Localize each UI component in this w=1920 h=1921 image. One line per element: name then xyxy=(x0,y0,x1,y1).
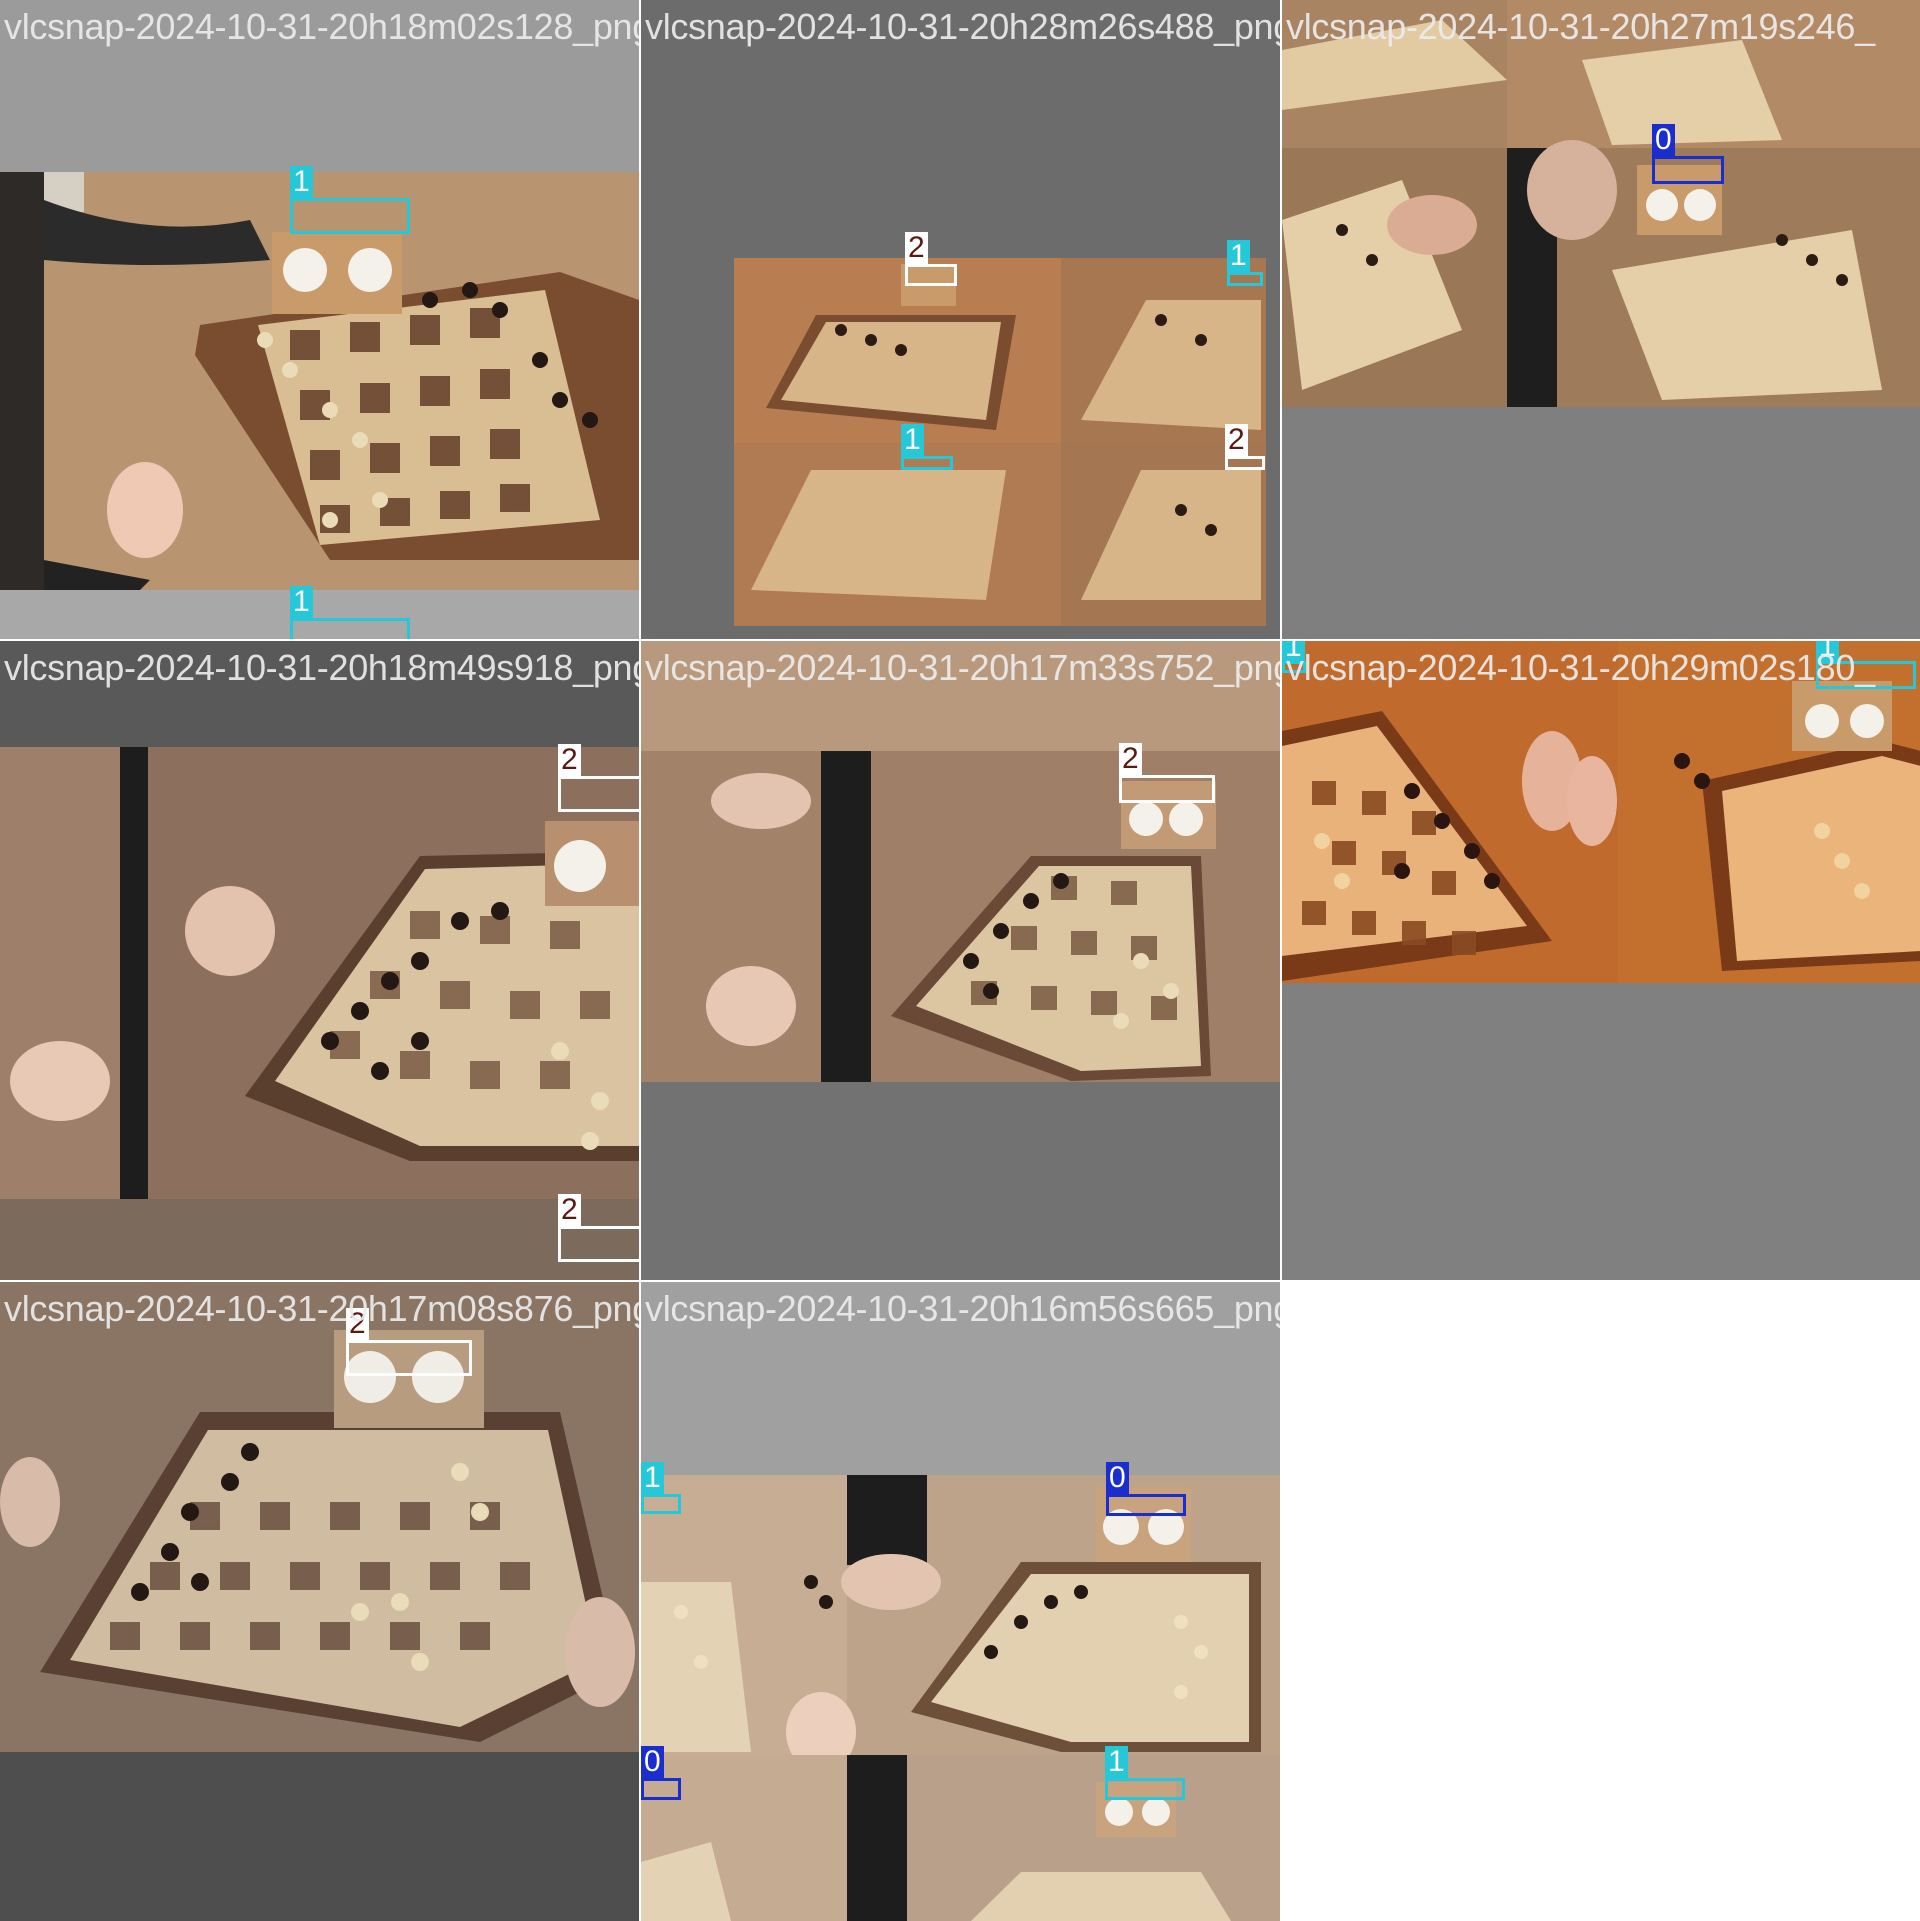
bbox-label: 1 xyxy=(290,586,313,618)
tile-7-photo xyxy=(0,1282,639,1921)
bbox-label: 0 xyxy=(1106,1462,1129,1494)
bbox-class-1 xyxy=(901,456,953,470)
tile-3: vlcsnap-2024-10-31-20h27m19s246_ 0 xyxy=(1282,0,1920,639)
tile-7: vlcsnap-2024-10-31-20h17m08s876_png.rf.7… xyxy=(0,1282,639,1921)
bbox-label: 0 xyxy=(641,1746,664,1778)
bbox-label: 1 xyxy=(901,424,924,456)
tile-1: vlcsnap-2024-10-31-20h18m02s128_png.rf. … xyxy=(0,0,639,639)
bbox-class-2 xyxy=(905,264,957,286)
bbox-label: 2 xyxy=(1225,424,1248,456)
bbox-class-0 xyxy=(1106,1494,1186,1516)
bbox-label: 0 xyxy=(1652,124,1675,156)
bbox-class-2 xyxy=(558,1226,639,1262)
tile-4: vlcsnap-2024-10-31-20h18m49s918_png.rf. … xyxy=(0,641,639,1280)
tile-3-photo xyxy=(1282,0,1920,407)
bbox-class-2 xyxy=(346,1340,472,1376)
bbox-class-0 xyxy=(641,1778,681,1800)
tile-6-photo xyxy=(1282,641,1920,1280)
bbox-label: 1 xyxy=(290,166,313,198)
bbox-label: 1 xyxy=(1227,240,1250,272)
bbox-label: 2 xyxy=(1119,743,1142,775)
bbox-label: 2 xyxy=(346,1308,369,1340)
bbox-class-1 xyxy=(290,198,410,234)
tile-2-photo xyxy=(734,258,1266,626)
tile-8-photo xyxy=(641,1282,1280,1921)
bbox-label: 1 xyxy=(1105,1746,1128,1778)
bbox-class-1 xyxy=(1227,272,1263,286)
bbox-label: 1 xyxy=(1816,641,1839,663)
bbox-class-2 xyxy=(1225,456,1265,470)
bbox-class-1 xyxy=(290,618,410,639)
bbox-label: 2 xyxy=(558,1194,581,1226)
bbox-class-1 xyxy=(1105,1778,1185,1800)
bbox-class-1 xyxy=(641,1494,681,1514)
bbox-label: 1 xyxy=(641,1462,664,1494)
tile-5-photo xyxy=(641,641,1280,1280)
bbox-class-0 xyxy=(1652,156,1724,184)
bbox-label: 2 xyxy=(905,232,928,264)
tile-5: vlcsnap-2024-10-31-20h17m33s752_png.rf. … xyxy=(641,641,1280,1280)
tile-6: vlcsnap-2024-10-31-20h29m02s180_ 1 1 xyxy=(1282,641,1920,1280)
tile-1-photo xyxy=(0,0,639,639)
bbox-class-2 xyxy=(558,776,639,812)
tile-4-photo xyxy=(0,747,639,1280)
bbox-class-2 xyxy=(1119,775,1215,803)
tile-2: vlcsnap-2024-10-31-20h28m26s488_png.rf. … xyxy=(641,0,1280,639)
bbox-class-1 xyxy=(1816,661,1916,689)
bbox-label: 2 xyxy=(558,744,581,776)
bbox-label: 1 xyxy=(1282,641,1305,663)
tile-8: vlcsnap-2024-10-31-20h16m56s665_png.rf.a… xyxy=(641,1282,1280,1921)
